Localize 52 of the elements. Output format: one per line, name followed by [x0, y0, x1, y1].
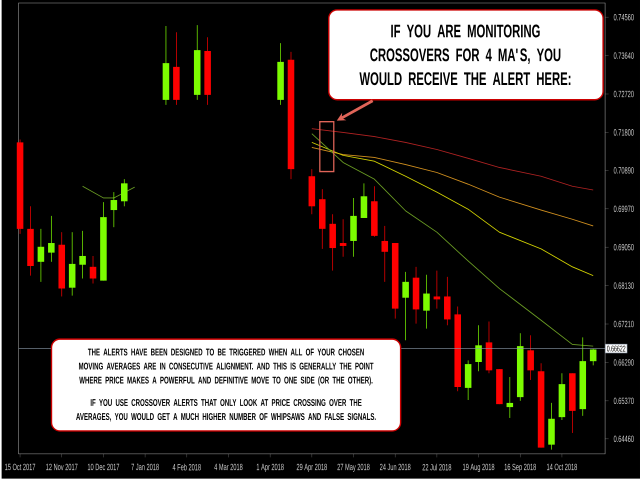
candlestick — [444, 276, 451, 326]
x-tick-label: 10 Dec 2017 — [88, 464, 120, 470]
x-tick-label: 14 Oct 2018 — [546, 464, 578, 470]
x-tick-label: 16 Sep 2018 — [504, 464, 536, 472]
y-tick-label: 0.73640 — [614, 52, 634, 59]
candlestick — [79, 230, 86, 279]
annotation: IF YOU USE CROSSOVER ALERTS THAT ONLY LOOK AT PRICE CROSSING OVER THE AVERAGES, YOU WOULD GET A MUCH HIGHER NUMBER OF WHIPSAWS AND FALSE SIGNALS. — [76, 399, 376, 422]
y-tick-label: 0.70890 — [614, 167, 634, 174]
y-tick-label: 0.64460 — [614, 436, 634, 442]
candlestick — [90, 256, 96, 284]
y-tick-label: 0.69970 — [614, 206, 634, 212]
candlestick — [38, 228, 44, 282]
x-tick-label: 27 May 2018 — [337, 464, 370, 472]
x-tick-label: 15 Oct 2017 — [5, 464, 36, 470]
annotation: IF YOU ARE MONITORING CROSSOVERS FOR 4 MA'S, YOU WOULD RECEIVE THE ALERT HERE: — [359, 24, 570, 86]
x-tick-label: 4 Feb 2018 — [172, 464, 201, 471]
candlestick — [360, 183, 368, 218]
candlestick — [506, 376, 514, 418]
x-tick-label: 29 Apr 2018 — [296, 464, 327, 472]
candlestick — [121, 178, 128, 207]
y-tick-label: 0.65370 — [614, 398, 634, 404]
x-tick-label: 7 Jan 2018 — [131, 464, 159, 470]
x-tick-label: 4 Mar 2018 — [214, 464, 243, 470]
x-tick-label: 24 Jun 2018 — [380, 464, 411, 470]
candlestick — [340, 218, 346, 258]
annotation: THE ALERTS HAVE BEEN DESIGNED TO BE TRIGGERED WHEN ALL OF YOUR CHOSEN MOVING AVERAGES ARE IN CONSECUTIVE ALIGNMENT. AND THIS IS GENERALLY THE POINT WHERE PRICE MAKES A POWERFUL AND DEFINITIVE MOVE TO ONE SIDE (OR THE OTHER). — [78, 348, 374, 386]
candlestick — [402, 272, 409, 341]
y-tick-label: 0.67210 — [614, 320, 634, 328]
y-tick-label: 0.74560 — [614, 14, 634, 21]
x-tick-label: 12 Nov 2017 — [46, 464, 78, 470]
y-tick-label: 0.72720 — [614, 90, 634, 98]
ref-line-label: 0.66622 — [606, 346, 626, 352]
line-series — [311, 147, 594, 226]
candlestick — [590, 348, 596, 366]
y-tick-label: 0.66290 — [614, 359, 634, 366]
candlestick — [434, 270, 440, 310]
x-tick-label: 19 Aug 2018 — [462, 464, 494, 472]
candlestick — [110, 192, 118, 228]
candlestick — [475, 325, 482, 372]
candlestick — [527, 335, 534, 380]
candlestick — [464, 360, 472, 400]
y-tick-label: 0.69050 — [614, 244, 634, 251]
candlestick — [48, 216, 55, 262]
y-tick-label: 0.71800 — [614, 129, 634, 136]
line-series — [311, 128, 594, 191]
x-tick-label: 1 Apr 2018 — [256, 464, 284, 472]
candlestick — [68, 232, 76, 296]
line-series — [311, 142, 594, 276]
candlestick — [423, 274, 430, 330]
candlestick — [382, 226, 388, 282]
y-tick-label: 0.68130 — [614, 282, 634, 289]
x-tick-label: 22 Jul 2018 — [422, 464, 452, 471]
